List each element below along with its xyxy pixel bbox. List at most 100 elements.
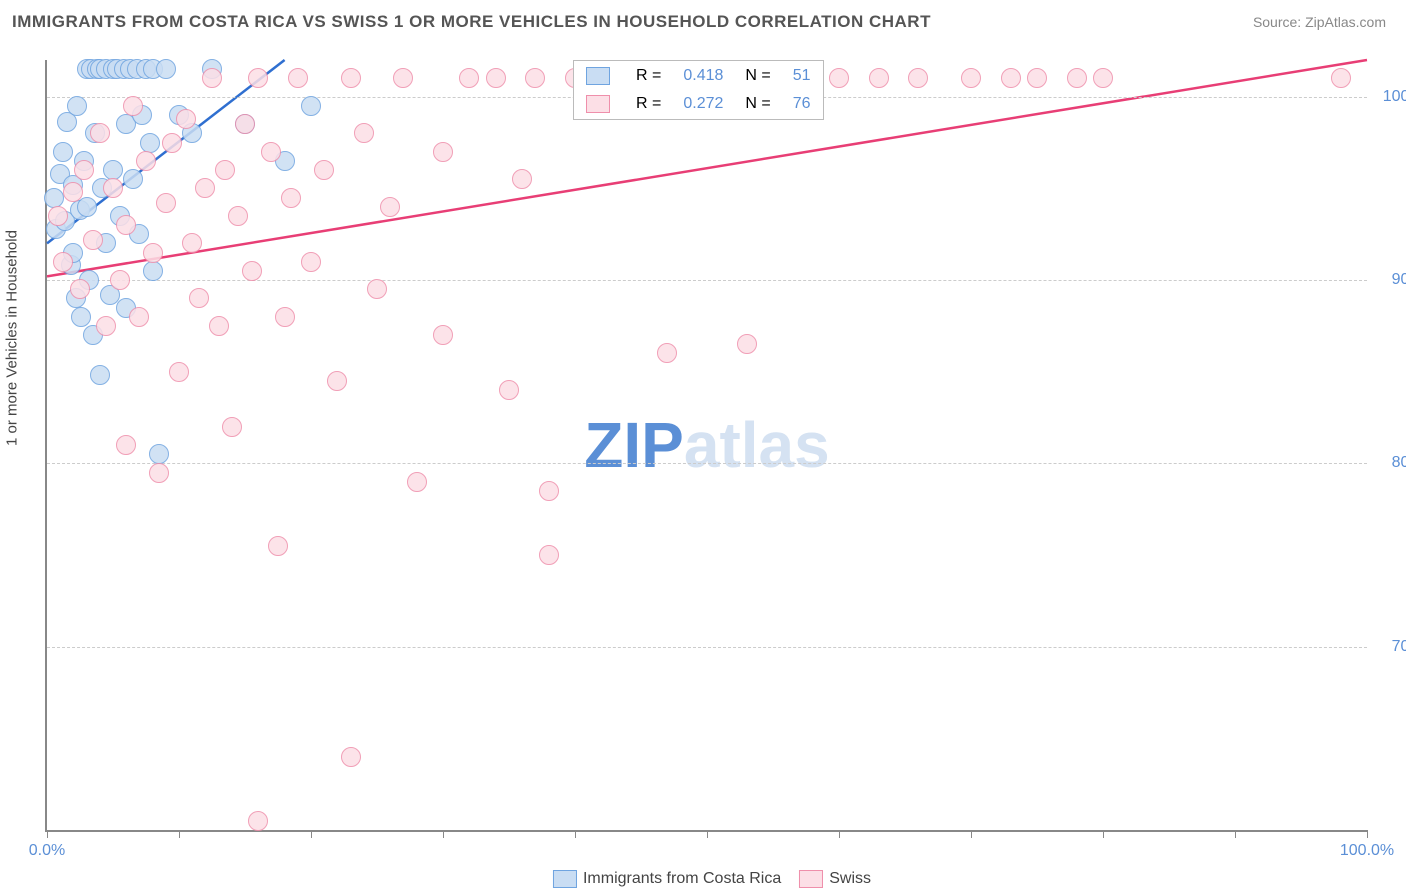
data-point-costa_rica (67, 96, 87, 116)
x-tick-mark (839, 830, 840, 838)
data-point-swiss (1027, 68, 1047, 88)
data-point-swiss (1331, 68, 1351, 88)
data-point-swiss (136, 151, 156, 171)
data-point-costa_rica (143, 261, 163, 281)
data-point-swiss (202, 68, 222, 88)
data-point-swiss (433, 142, 453, 162)
data-point-swiss (268, 536, 288, 556)
data-point-swiss (96, 316, 116, 336)
correlation-legend: R =0.418N =51R =0.272N =76 (573, 60, 824, 120)
data-point-swiss (512, 169, 532, 189)
y-tick-label: 100.0% (1383, 88, 1406, 106)
r-value-swiss: 0.272 (673, 91, 733, 117)
legend-label-costa_rica: Immigrants from Costa Rica (583, 870, 781, 887)
data-point-swiss (70, 279, 90, 299)
data-point-costa_rica (90, 365, 110, 385)
n-value-costa_rica: 51 (783, 63, 821, 89)
data-point-swiss (248, 811, 268, 831)
data-point-costa_rica (53, 142, 73, 162)
data-point-swiss (288, 68, 308, 88)
data-point-swiss (1067, 68, 1087, 88)
data-point-swiss (341, 747, 361, 767)
data-point-swiss (182, 233, 202, 253)
n-label: N = (735, 91, 780, 117)
data-point-swiss (341, 68, 361, 88)
data-point-swiss (539, 545, 559, 565)
legend-swatch-costa_rica (586, 67, 610, 85)
data-point-swiss (209, 316, 229, 336)
x-tick-mark (971, 830, 972, 838)
data-point-swiss (129, 307, 149, 327)
data-point-swiss (367, 279, 387, 299)
data-point-swiss (869, 68, 889, 88)
legend-bottom: Immigrants from Costa Rica Swiss (535, 870, 871, 888)
data-point-costa_rica (301, 96, 321, 116)
data-point-costa_rica (123, 169, 143, 189)
r-label: R = (626, 63, 671, 89)
data-point-costa_rica (156, 59, 176, 79)
legend-swatch-swiss (586, 95, 610, 113)
data-point-swiss (116, 215, 136, 235)
data-point-swiss (123, 96, 143, 116)
data-point-swiss (176, 109, 196, 129)
data-point-swiss (53, 252, 73, 272)
data-point-swiss (354, 123, 374, 143)
x-tick-mark (1235, 830, 1236, 838)
data-point-swiss (235, 114, 255, 134)
legend-swatch-swiss (799, 870, 823, 888)
data-point-costa_rica (149, 444, 169, 464)
data-point-swiss (393, 68, 413, 88)
scatter-plot-area: ZIPatlas 70.0%80.0%90.0%100.0%0.0%100.0% (45, 60, 1367, 832)
data-point-swiss (156, 193, 176, 213)
data-point-swiss (380, 197, 400, 217)
data-point-swiss (116, 435, 136, 455)
data-point-swiss (459, 68, 479, 88)
y-tick-label: 90.0% (1392, 271, 1406, 289)
chart-title: IMMIGRANTS FROM COSTA RICA VS SWISS 1 OR… (12, 12, 931, 32)
data-point-swiss (169, 362, 189, 382)
data-point-swiss (248, 68, 268, 88)
data-point-swiss (301, 252, 321, 272)
data-point-swiss (499, 380, 519, 400)
data-point-swiss (657, 343, 677, 363)
x-tick-label: 100.0% (1340, 842, 1394, 860)
legend-swatch-costa_rica (553, 870, 577, 888)
gridline (47, 280, 1367, 281)
data-point-swiss (74, 160, 94, 180)
data-point-swiss (486, 68, 506, 88)
data-point-swiss (228, 206, 248, 226)
data-point-swiss (407, 472, 427, 492)
data-point-swiss (275, 307, 295, 327)
data-point-swiss (261, 142, 281, 162)
data-point-swiss (1093, 68, 1113, 88)
data-point-costa_rica (140, 133, 160, 153)
source-attribution: Source: ZipAtlas.com (1253, 14, 1386, 30)
data-point-swiss (149, 463, 169, 483)
y-tick-label: 80.0% (1392, 454, 1406, 472)
data-point-swiss (162, 133, 182, 153)
data-point-costa_rica (103, 160, 123, 180)
y-tick-label: 70.0% (1392, 638, 1406, 656)
data-point-swiss (48, 206, 68, 226)
x-tick-mark (707, 830, 708, 838)
data-point-swiss (189, 288, 209, 308)
data-point-swiss (103, 178, 123, 198)
gridline (47, 647, 1367, 648)
data-point-swiss (737, 334, 757, 354)
gridline (47, 463, 1367, 464)
data-point-swiss (63, 182, 83, 202)
data-point-swiss (433, 325, 453, 345)
r-value-costa_rica: 0.418 (673, 63, 733, 89)
x-tick-mark (575, 830, 576, 838)
data-point-swiss (327, 371, 347, 391)
x-tick-mark (179, 830, 180, 838)
x-tick-mark (47, 830, 48, 838)
data-point-swiss (110, 270, 130, 290)
r-label: R = (626, 91, 671, 117)
trend-lines (47, 60, 1367, 830)
legend-label-swiss: Swiss (829, 870, 871, 887)
data-point-swiss (281, 188, 301, 208)
data-point-swiss (525, 68, 545, 88)
data-point-swiss (539, 481, 559, 501)
x-tick-mark (1103, 830, 1104, 838)
